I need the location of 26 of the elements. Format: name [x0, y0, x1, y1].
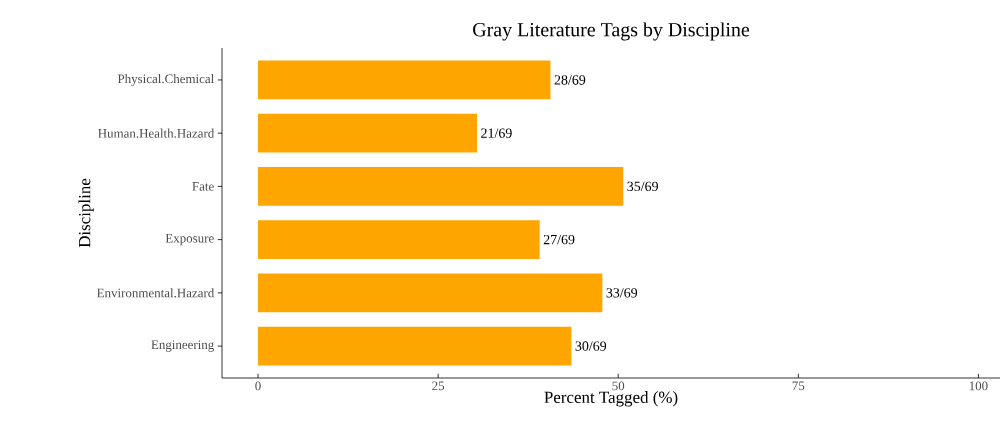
chart-title: Gray Literature Tags by Discipline	[473, 22, 750, 41]
x-tick-label: 75	[792, 381, 805, 391]
x-tick-label: 25	[432, 381, 445, 391]
y-tick-label: Exposure	[165, 234, 214, 246]
bar	[258, 326, 572, 366]
bar	[258, 113, 478, 153]
x-axis-title: Percent Tagged (%)	[544, 391, 678, 407]
data-label: 30/69	[575, 341, 607, 351]
x-tick-label: 100	[969, 381, 988, 391]
data-label: 28/69	[554, 75, 586, 85]
x-tick-label: 0	[255, 381, 261, 391]
x-tick-label: 50	[612, 381, 625, 391]
y-axis-title: Discipline	[78, 178, 94, 248]
data-label: 35/69	[627, 181, 658, 192]
data-label: 33/69	[606, 288, 638, 298]
y-tick-label: Physical.Chemical	[117, 74, 214, 86]
bar	[258, 60, 551, 100]
y-tick-label: Environmental.Hazard	[97, 288, 215, 298]
bar	[258, 220, 540, 260]
y-tick-label: Human.Health.Hazard	[98, 128, 215, 138]
y-tick-label: Engineering	[151, 340, 214, 352]
bar	[258, 166, 624, 206]
data-label: 27/69	[543, 234, 575, 245]
data-label: 21/69	[481, 128, 512, 138]
y-tick-label: Fate	[192, 182, 214, 191]
bar	[258, 273, 603, 313]
